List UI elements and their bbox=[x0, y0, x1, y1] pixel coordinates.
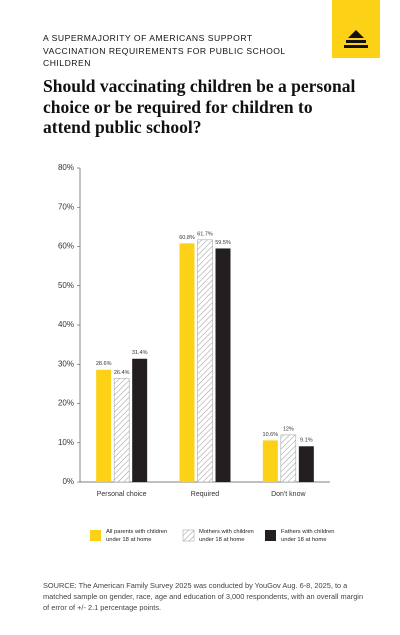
y-tick-label: 60% bbox=[58, 242, 74, 251]
y-tick-label: 40% bbox=[58, 320, 74, 329]
value-label: 12% bbox=[283, 426, 294, 432]
legend-swatch bbox=[90, 530, 101, 541]
y-tick-label: 70% bbox=[58, 202, 74, 211]
bar bbox=[262, 440, 278, 482]
legend-label: All parents with children under 18 at ho… bbox=[106, 529, 168, 543]
value-label: 26.4% bbox=[114, 370, 130, 376]
value-label: 60.8% bbox=[179, 235, 195, 241]
bar bbox=[280, 434, 297, 483]
bar bbox=[96, 369, 112, 482]
logo bbox=[332, 0, 380, 58]
kicker: A SUPERMAJORITY OF AMERICANS SUPPORT VAC… bbox=[43, 33, 286, 68]
y-tick-label: 0% bbox=[62, 477, 74, 486]
legend-swatch bbox=[265, 530, 276, 541]
value-label: 59.5% bbox=[215, 240, 231, 246]
x-tick-label: Personal choice bbox=[97, 491, 147, 498]
bar bbox=[113, 378, 130, 483]
legend-label: Fathers with children under 18 at home bbox=[281, 529, 335, 543]
legend-label: Mothers with children under 18 at home bbox=[199, 529, 254, 543]
value-label: 31.4% bbox=[132, 350, 148, 356]
chart-title: Should vaccinating children be a persona… bbox=[43, 76, 356, 137]
x-tick-label: Don't know bbox=[271, 491, 306, 498]
value-label: 10.6% bbox=[263, 432, 279, 438]
legend-swatch bbox=[182, 529, 195, 542]
y-tick-label: 10% bbox=[58, 438, 74, 447]
y-tick-label: 30% bbox=[58, 359, 74, 368]
source-note: SOURCE: The American Family Survey 2025 … bbox=[43, 581, 364, 612]
bar bbox=[179, 243, 195, 482]
value-label: 28.6% bbox=[96, 361, 112, 367]
value-label: 9.1% bbox=[300, 438, 313, 444]
bar bbox=[215, 248, 231, 482]
logo-icon bbox=[344, 30, 368, 48]
x-tick-label: Required bbox=[191, 491, 220, 498]
bar bbox=[132, 358, 148, 482]
bar bbox=[298, 446, 314, 482]
bar bbox=[197, 239, 213, 483]
y-tick-label: 80% bbox=[58, 163, 74, 172]
value-label: 61.7% bbox=[197, 231, 213, 237]
y-tick-label: 20% bbox=[58, 399, 74, 408]
y-tick-label: 50% bbox=[58, 281, 74, 290]
